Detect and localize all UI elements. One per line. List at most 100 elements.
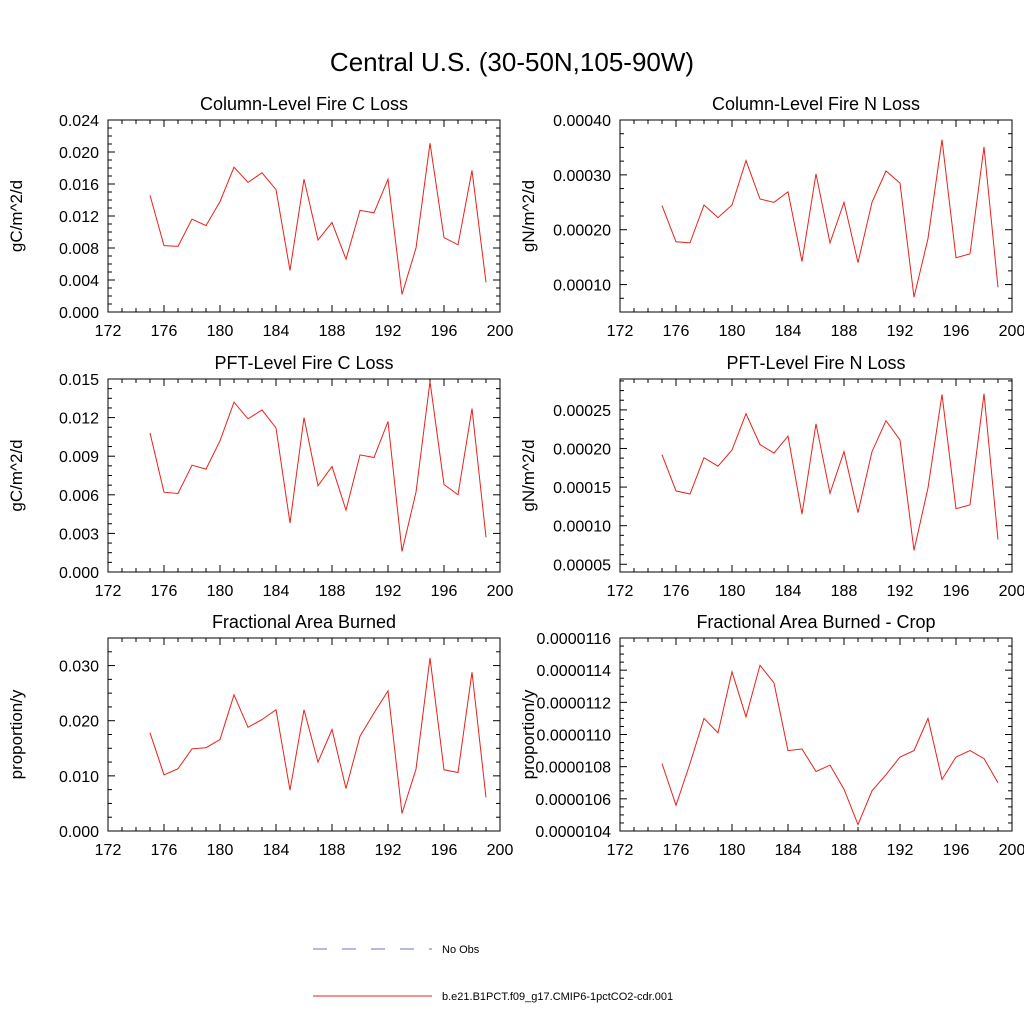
y-tick-label: 0.024	[59, 113, 99, 130]
panel-title: Column-Level Fire C Loss	[200, 94, 408, 114]
panel-title: PFT-Level Fire N Loss	[726, 353, 905, 373]
x-tick-label: 196	[943, 583, 970, 600]
x-tick-label: 172	[607, 842, 634, 859]
x-tick-label: 200	[999, 583, 1024, 600]
y-axis-label: gC/m^2/d	[7, 439, 26, 511]
chart-panel: Column-Level Fire N Loss gN/m^2/d 172 176 18…	[519, 94, 1024, 340]
x-tick-label: 192	[887, 583, 914, 600]
x-tick-label: 192	[375, 842, 402, 859]
y-tick-label: 0.010	[59, 769, 99, 786]
series-line	[661, 664, 999, 826]
y-tick-label: 0.015	[59, 372, 99, 389]
series-line	[661, 393, 999, 551]
y-tick-label: 0.020	[59, 145, 99, 162]
legend-label-no-obs: No Obs	[442, 944, 480, 956]
x-tick-label: 176	[151, 842, 178, 859]
series-line	[149, 657, 487, 814]
x-tick-label: 184	[263, 842, 290, 859]
x-tick-label: 184	[263, 323, 290, 340]
y-tick-label: 0.00015	[553, 480, 611, 497]
series-line	[149, 381, 487, 552]
y-tick-label: 0.00010	[553, 519, 611, 536]
y-tick-label: 0.0000116	[537, 631, 612, 648]
chart-panel: PFT-Level Fire C Loss gC/m^2/d 172 176 180 18…	[7, 353, 513, 600]
x-tick-label: 184	[775, 583, 802, 600]
x-tick-label: 176	[663, 842, 690, 859]
y-tick-label: 0.009	[59, 449, 99, 466]
y-tick-label: 0.0000106	[535, 792, 611, 809]
x-tick-label: 196	[943, 842, 970, 859]
x-tick-label: 188	[319, 583, 346, 600]
y-tick-label: 0.0000110	[537, 728, 612, 745]
series-line	[661, 139, 999, 298]
panel-title: Fractional Area Burned	[212, 612, 396, 632]
x-tick-label: 196	[431, 583, 458, 600]
series-line	[149, 143, 487, 295]
x-tick-label: 176	[151, 323, 178, 340]
x-tick-label: 172	[95, 583, 122, 600]
x-tick-label: 196	[431, 842, 458, 859]
y-tick-label: 0.030	[59, 659, 99, 676]
panel-title: Fractional Area Burned - Crop	[696, 612, 935, 632]
x-tick-label: 200	[999, 842, 1024, 859]
x-tick-label: 172	[95, 842, 122, 859]
x-tick-label: 180	[719, 583, 746, 600]
x-tick-label: 180	[207, 583, 234, 600]
y-tick-label: 0.00005	[553, 557, 611, 574]
plot-frame	[107, 637, 501, 832]
y-tick-label: 0.0000112	[537, 695, 612, 712]
chart-panel: Fractional Area Burned proportion/y 172 176…	[7, 612, 513, 859]
plot-frame	[619, 119, 1013, 313]
y-tick-label: 0.012	[59, 209, 99, 226]
x-tick-label: 172	[95, 323, 122, 340]
chart-panel: PFT-Level Fire N Loss gN/m^2/d 172 176 180 18…	[519, 353, 1024, 600]
x-tick-label: 176	[663, 583, 690, 600]
x-tick-label: 192	[375, 323, 402, 340]
y-tick-label: 0.006	[59, 488, 99, 505]
x-tick-label: 200	[487, 842, 514, 859]
y-axis-label: gN/m^2/d	[519, 180, 538, 252]
x-tick-label: 180	[719, 842, 746, 859]
x-tick-label: 188	[319, 842, 346, 859]
x-tick-label: 180	[719, 323, 746, 340]
y-tick-label: 0.012	[59, 411, 99, 428]
x-tick-label: 180	[207, 323, 234, 340]
y-tick-label: 0.00040	[553, 113, 611, 130]
x-tick-label: 184	[263, 583, 290, 600]
x-tick-label: 188	[831, 842, 858, 859]
y-tick-label: 0.004	[59, 273, 99, 290]
y-tick-label: 0.000	[59, 565, 99, 582]
figure-title: Central U.S. (30-50N,105-90W)	[330, 47, 694, 77]
plot-frame	[619, 637, 1013, 832]
x-tick-label: 172	[607, 323, 634, 340]
x-tick-label: 172	[607, 583, 634, 600]
y-tick-label: 0.00010	[553, 278, 611, 295]
plot-frame	[107, 378, 501, 573]
y-axis-label: proportion/y	[7, 689, 26, 779]
x-tick-label: 200	[999, 323, 1024, 340]
y-tick-label: 0.016	[59, 177, 99, 194]
y-tick-label: 0.000	[59, 305, 99, 322]
y-tick-label: 0.0000114	[537, 663, 612, 680]
legend-label-model-run: b.e21.B1PCT.f09_g17.CMIP6-1pctCO2-cdr.00…	[442, 991, 673, 1003]
x-tick-label: 188	[831, 323, 858, 340]
x-tick-label: 192	[887, 842, 914, 859]
x-tick-label: 196	[943, 323, 970, 340]
y-tick-label: 0.00030	[553, 168, 611, 185]
legend: No Obs b.e21.B1PCT.f09_g17.CMIP6-1pctCO2…	[313, 944, 673, 1003]
y-tick-label: 0.00020	[553, 223, 611, 240]
panel-title: Column-Level Fire N Loss	[712, 94, 920, 114]
y-tick-label: 0.000	[59, 824, 99, 841]
x-tick-label: 184	[775, 323, 802, 340]
y-tick-label: 0.0000108	[535, 760, 611, 777]
x-tick-label: 200	[487, 323, 514, 340]
panel-grid: Column-Level Fire C Loss gC/m^2/d 172 176 18…	[7, 94, 1024, 859]
x-tick-label: 192	[375, 583, 402, 600]
y-tick-label: 0.008	[59, 241, 99, 258]
x-tick-label: 180	[207, 842, 234, 859]
y-tick-label: 0.020	[59, 714, 99, 731]
x-tick-label: 200	[487, 583, 514, 600]
y-tick-label: 0.00020	[553, 441, 611, 458]
x-tick-label: 196	[431, 323, 458, 340]
